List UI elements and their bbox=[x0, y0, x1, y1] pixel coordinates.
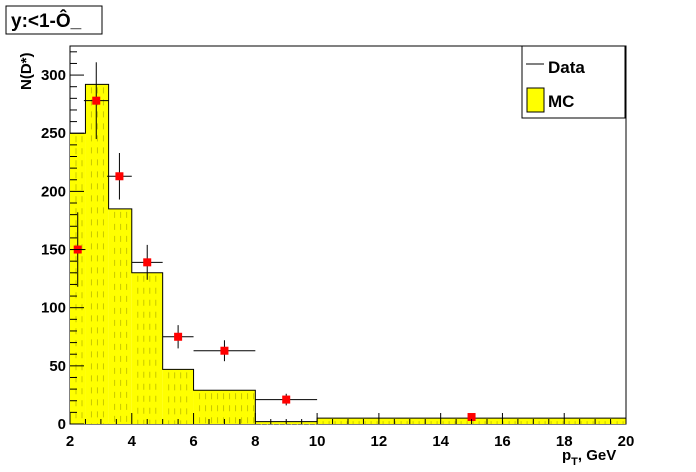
x-tick-label: 4 bbox=[128, 433, 137, 450]
x-tick-label: 16 bbox=[494, 433, 511, 450]
data-point bbox=[220, 346, 229, 355]
y-tick-label: 150 bbox=[41, 242, 66, 259]
x-axis-title-sub: T bbox=[571, 456, 578, 468]
mc-bin bbox=[131, 272, 163, 424]
y-tick-label: 100 bbox=[41, 300, 66, 317]
x-tick-label: 12 bbox=[371, 433, 388, 450]
mc-histogram bbox=[70, 83, 626, 425]
data-point bbox=[282, 395, 291, 404]
mc-bin bbox=[162, 369, 194, 424]
x-tick-label: 10 bbox=[309, 433, 326, 450]
y-tick-label: 300 bbox=[41, 67, 66, 84]
mc-bin bbox=[85, 84, 109, 425]
title-box bbox=[5, 5, 103, 35]
x-tick-label: 20 bbox=[618, 433, 635, 450]
x-axis-title: pT, GeV bbox=[562, 447, 616, 468]
y-tick-label: 250 bbox=[41, 125, 66, 142]
x-axis-title-main: p bbox=[562, 447, 571, 464]
data-point bbox=[92, 96, 101, 105]
legend-data-label: Data bbox=[548, 58, 585, 77]
x-tick-label: 2 bbox=[66, 433, 74, 450]
y-tick-label: 200 bbox=[41, 183, 66, 200]
data-point bbox=[467, 413, 476, 422]
legend-mc-label: MC bbox=[548, 92, 574, 111]
x-tick-label: 14 bbox=[432, 433, 449, 450]
x-tick-label: 18 bbox=[556, 433, 573, 450]
data-point bbox=[143, 258, 152, 267]
mc-bin bbox=[193, 390, 256, 424]
y-tick-label: 0 bbox=[58, 416, 66, 433]
data-point bbox=[174, 332, 183, 341]
x-tick-label: 6 bbox=[189, 433, 197, 450]
legend-mc-swatch bbox=[526, 87, 545, 113]
x-axis-title-suffix: , GeV bbox=[578, 447, 616, 464]
x-tick-label: 8 bbox=[251, 433, 259, 450]
y-tick-label: 50 bbox=[49, 358, 66, 375]
data-point bbox=[115, 172, 124, 181]
chart-title: y:<1-Ô_ bbox=[11, 10, 82, 32]
y-axis-title: N(D*) bbox=[18, 53, 35, 91]
